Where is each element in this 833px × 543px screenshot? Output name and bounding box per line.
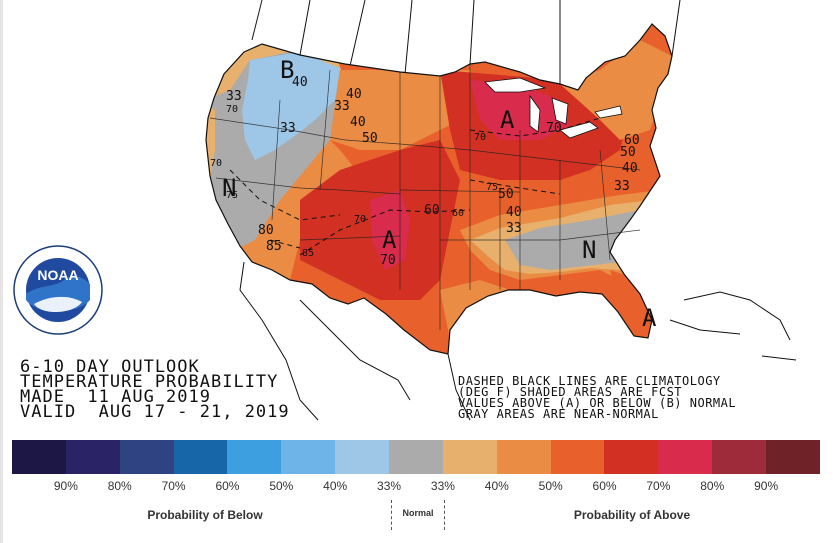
contour-value: 70 xyxy=(380,253,396,268)
contour-value: 50 xyxy=(498,187,514,202)
contour-value: 50 xyxy=(620,145,636,160)
region-letter: A xyxy=(382,226,397,254)
contour-value: 33 xyxy=(614,179,630,194)
contour-labels: 33 70 40 33 40 33 50 40 70 70 75 60 80 7… xyxy=(210,75,640,268)
border-lines xyxy=(239,0,797,421)
contour-value: 33 xyxy=(280,121,296,136)
contour-value: 70 xyxy=(474,132,486,143)
contour-value: 85 xyxy=(302,248,314,259)
contour-value: 40 xyxy=(506,205,522,220)
scale-tick-label: 80% xyxy=(700,479,725,493)
scale-cell xyxy=(496,440,551,474)
contour-value: 40 xyxy=(350,115,366,130)
conus-outline xyxy=(205,23,673,355)
scale-cell xyxy=(173,440,228,474)
contour-value: 70 xyxy=(354,214,366,225)
scale-cell xyxy=(442,440,497,474)
region-letter: N xyxy=(222,174,236,202)
noaa-logo-text: NOAA xyxy=(37,267,78,283)
scale-tick-label: 50% xyxy=(538,479,563,493)
scale-cell xyxy=(658,440,713,474)
scale-tick-label: 33% xyxy=(430,479,455,493)
window-edge xyxy=(0,0,3,543)
state-lines xyxy=(209,64,641,330)
contour-value: 40 xyxy=(292,75,308,90)
contour-value: 80 xyxy=(258,223,274,238)
normal-label: Normal xyxy=(402,508,434,518)
outlook-title-line: 6-10 DAY OUTLOOK xyxy=(20,357,200,377)
contour-value: 60 xyxy=(424,203,440,218)
note-line: GRAY AREAS ARE NEAR-NORMAL xyxy=(458,407,659,421)
note-line: VALUES ABOVE (A) OR BELOW (B) NORMAL xyxy=(458,396,737,410)
scale-tick-label: 33% xyxy=(377,479,402,493)
probability-shading xyxy=(206,24,672,354)
probability-color-scale xyxy=(12,440,820,474)
scale-cell xyxy=(550,440,605,474)
scale-cell xyxy=(712,440,767,474)
contour-value: 33 xyxy=(226,89,242,104)
great-lakes xyxy=(484,77,623,139)
scale-tick-label: 40% xyxy=(323,479,348,493)
contour-value: 70 xyxy=(226,104,238,115)
scale-tick-label: 90% xyxy=(53,479,78,493)
probability-of-above-label: Probability of Above xyxy=(573,508,691,522)
scale-cell xyxy=(119,440,174,474)
normal-separator-left xyxy=(391,500,392,530)
scale-tick-label: 60% xyxy=(215,479,240,493)
contour-value: 33 xyxy=(506,221,522,236)
scale-cell xyxy=(389,440,443,474)
scale-tick-label: 40% xyxy=(484,479,509,493)
contour-value: 33 xyxy=(334,99,350,114)
probability-of-below-label: Probability of Below xyxy=(147,508,263,522)
scale-tick-label: 60% xyxy=(592,479,617,493)
scale-cell xyxy=(65,440,120,474)
contour-value: 75 xyxy=(226,190,238,201)
contour-value: 40 xyxy=(346,87,362,102)
region-letter: A xyxy=(642,304,657,332)
contour-value: 85 xyxy=(266,239,282,254)
scale-cell xyxy=(281,440,336,474)
scale-cell xyxy=(227,440,282,474)
scale-tick-label: 90% xyxy=(754,479,779,493)
region-letter: B xyxy=(280,56,294,84)
outlook-valid-line: VALID AUG 17 - 21, 2019 xyxy=(20,402,290,422)
scale-cell xyxy=(12,440,66,474)
contour-value: 40 xyxy=(622,161,638,176)
region-letter: N xyxy=(582,236,596,264)
scale-cell xyxy=(335,440,390,474)
scale-tick-label: 70% xyxy=(161,479,186,493)
contour-value: 75 xyxy=(486,182,498,193)
note-line: DASHED BLACK LINES ARE CLIMATOLOGY xyxy=(458,374,721,388)
scale-tick-label: 50% xyxy=(269,479,294,493)
scale-tick-label: 80% xyxy=(107,479,132,493)
scale-cell xyxy=(766,440,820,474)
normal-separator-right xyxy=(444,500,445,530)
contour-value: 50 xyxy=(362,131,378,146)
outlook-title-line: TEMPERATURE PROBABILITY xyxy=(20,372,279,392)
region-letter: A xyxy=(500,106,515,134)
climatology-lines xyxy=(229,117,601,256)
contour-value: 60 xyxy=(452,208,464,219)
region-letters: B N A A N A xyxy=(222,56,657,332)
scale-tick-label: 70% xyxy=(646,479,671,493)
contour-value: 70 xyxy=(546,121,562,136)
outlook-made-line: MADE 11 AUG 2019 xyxy=(20,387,211,407)
note-line: (DEG F) SHADED AREAS ARE FCST xyxy=(458,385,683,399)
contour-value: 70 xyxy=(210,158,222,169)
scale-cell xyxy=(604,440,659,474)
noaa-logo: NOAA xyxy=(13,245,103,335)
contour-value: 60 xyxy=(624,133,640,148)
